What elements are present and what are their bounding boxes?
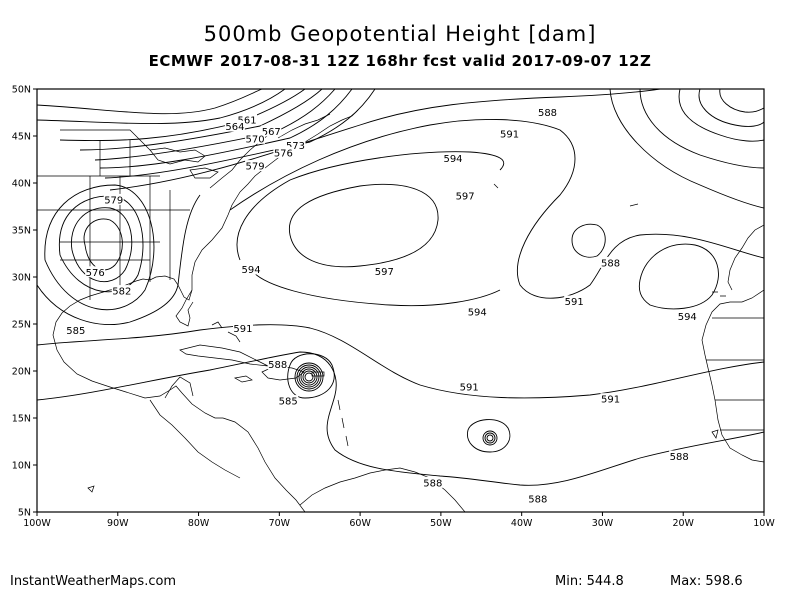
contour-label-knockout [111, 285, 132, 297]
min-label: Min: [555, 574, 583, 589]
contour-label: 594 [443, 154, 462, 165]
contour-label-knockout [422, 476, 443, 488]
contour-label: 594 [468, 307, 487, 318]
contour-label-knockout [467, 305, 488, 317]
lon-tick-label: 60W [349, 518, 371, 529]
coastlines [37, 109, 764, 512]
max-label: Max: [670, 574, 702, 589]
contour-label: 567 [262, 127, 281, 138]
contour-label-knockout [527, 492, 548, 504]
contour-label-knockout [232, 322, 253, 334]
contour-label: 591 [565, 297, 584, 308]
lat-tick-label: 10N [12, 461, 31, 472]
contour-label-knockout [459, 380, 480, 392]
contour-label: 561 [237, 116, 256, 127]
contour-label: 570 [246, 134, 265, 145]
contour-label: 564 [225, 122, 244, 133]
contour-label: 591 [460, 382, 479, 393]
lat-tick-label: 25N [12, 320, 31, 331]
contour-label-knockout [669, 450, 690, 462]
lon-tick-label: 40W [511, 518, 533, 529]
contour-label-knockout [564, 295, 585, 307]
lat-tick-label: 35N [12, 226, 31, 237]
contour-label: 579 [246, 162, 265, 173]
lat-tick-label: 15N [12, 414, 31, 425]
contour-label: 585 [66, 326, 85, 337]
credit-text: InstantWeatherMaps.com [10, 574, 177, 589]
contour-label-knockout [237, 114, 258, 126]
lon-tick-label: 80W [188, 518, 210, 529]
hurricane-contours-east [467, 419, 511, 453]
contour-label-knockout [537, 106, 558, 118]
contour-label-knockout [245, 160, 266, 172]
max-value-readout: Max: 598.6 [670, 574, 743, 589]
contour-label: 591 [601, 395, 620, 406]
contour-label: 594 [678, 312, 697, 323]
contour-label-knockout [499, 128, 520, 140]
lon-tick-label: 90W [107, 518, 129, 529]
contour-label-knockout [455, 190, 476, 202]
contour-label-knockout [443, 152, 464, 164]
contour-label: 597 [375, 267, 394, 278]
lat-tick-label: 30N [12, 273, 31, 284]
contour-label: 585 [279, 397, 298, 408]
contour-label: 591 [233, 324, 252, 335]
contour-label-knockout [261, 125, 282, 137]
contour-label-knockout [224, 120, 245, 132]
contour-label-knockout [103, 193, 124, 205]
contour-label-knockout [600, 256, 621, 268]
min-value-readout: Min: 544.8 [555, 574, 624, 589]
contour-label: 573 [286, 141, 305, 152]
lat-tick-label: 50N [12, 85, 31, 96]
map-subtitle: ECMWF 2017-08-31 12Z 168hr fcst valid 20… [148, 52, 652, 70]
lon-tick-label: 20W [672, 518, 694, 529]
lat-tick-label: 5N [18, 508, 31, 519]
contour-label-knockout [278, 395, 299, 407]
lat-tick-label: 40N [12, 179, 31, 190]
contour-label-knockout [85, 266, 106, 278]
lat-tick-label: 20N [12, 367, 31, 378]
contour-label-knockout [65, 324, 86, 336]
contour-label-knockout [285, 139, 306, 151]
hurricane-contours-west [287, 353, 335, 399]
lat-tick-label: 45N [12, 132, 31, 143]
contour-label-knockout [273, 146, 294, 158]
contour-label: 576 [86, 268, 105, 279]
contour-label-knockout [677, 310, 698, 322]
contour-label: 588 [528, 494, 547, 505]
contour-label: 576 [274, 148, 293, 159]
map-title: 500mb Geopotential Height [dam] [203, 22, 597, 46]
lon-tick-label: 50W [430, 518, 452, 529]
contour-label: 588 [268, 360, 287, 371]
lon-tick-label: 10W [753, 518, 775, 529]
contour-label: 582 [112, 287, 131, 298]
min-value: 544.8 [586, 574, 624, 589]
contour-label: 588 [601, 258, 620, 269]
contour-label: 597 [456, 192, 475, 203]
contour-label: 588 [670, 452, 689, 463]
map-frame [36, 88, 765, 513]
max-value: 598.6 [705, 574, 743, 589]
contour-label-knockout [267, 358, 288, 370]
lon-tick-label: 70W [269, 518, 291, 529]
height-contours [37, 89, 764, 486]
lon-tick-label: 100W [23, 518, 51, 529]
contour-label-knockout [241, 263, 262, 275]
contour-label-knockout [600, 393, 621, 405]
lon-tick-label: 30W [592, 518, 614, 529]
contour-label: 591 [500, 130, 519, 141]
contour-label: 588 [538, 108, 557, 119]
contour-label: 579 [104, 195, 123, 206]
contour-label: 588 [423, 478, 442, 489]
contour-label-knockout [374, 265, 395, 277]
contour-label-knockout [245, 132, 266, 144]
contour-label: 594 [242, 265, 261, 276]
